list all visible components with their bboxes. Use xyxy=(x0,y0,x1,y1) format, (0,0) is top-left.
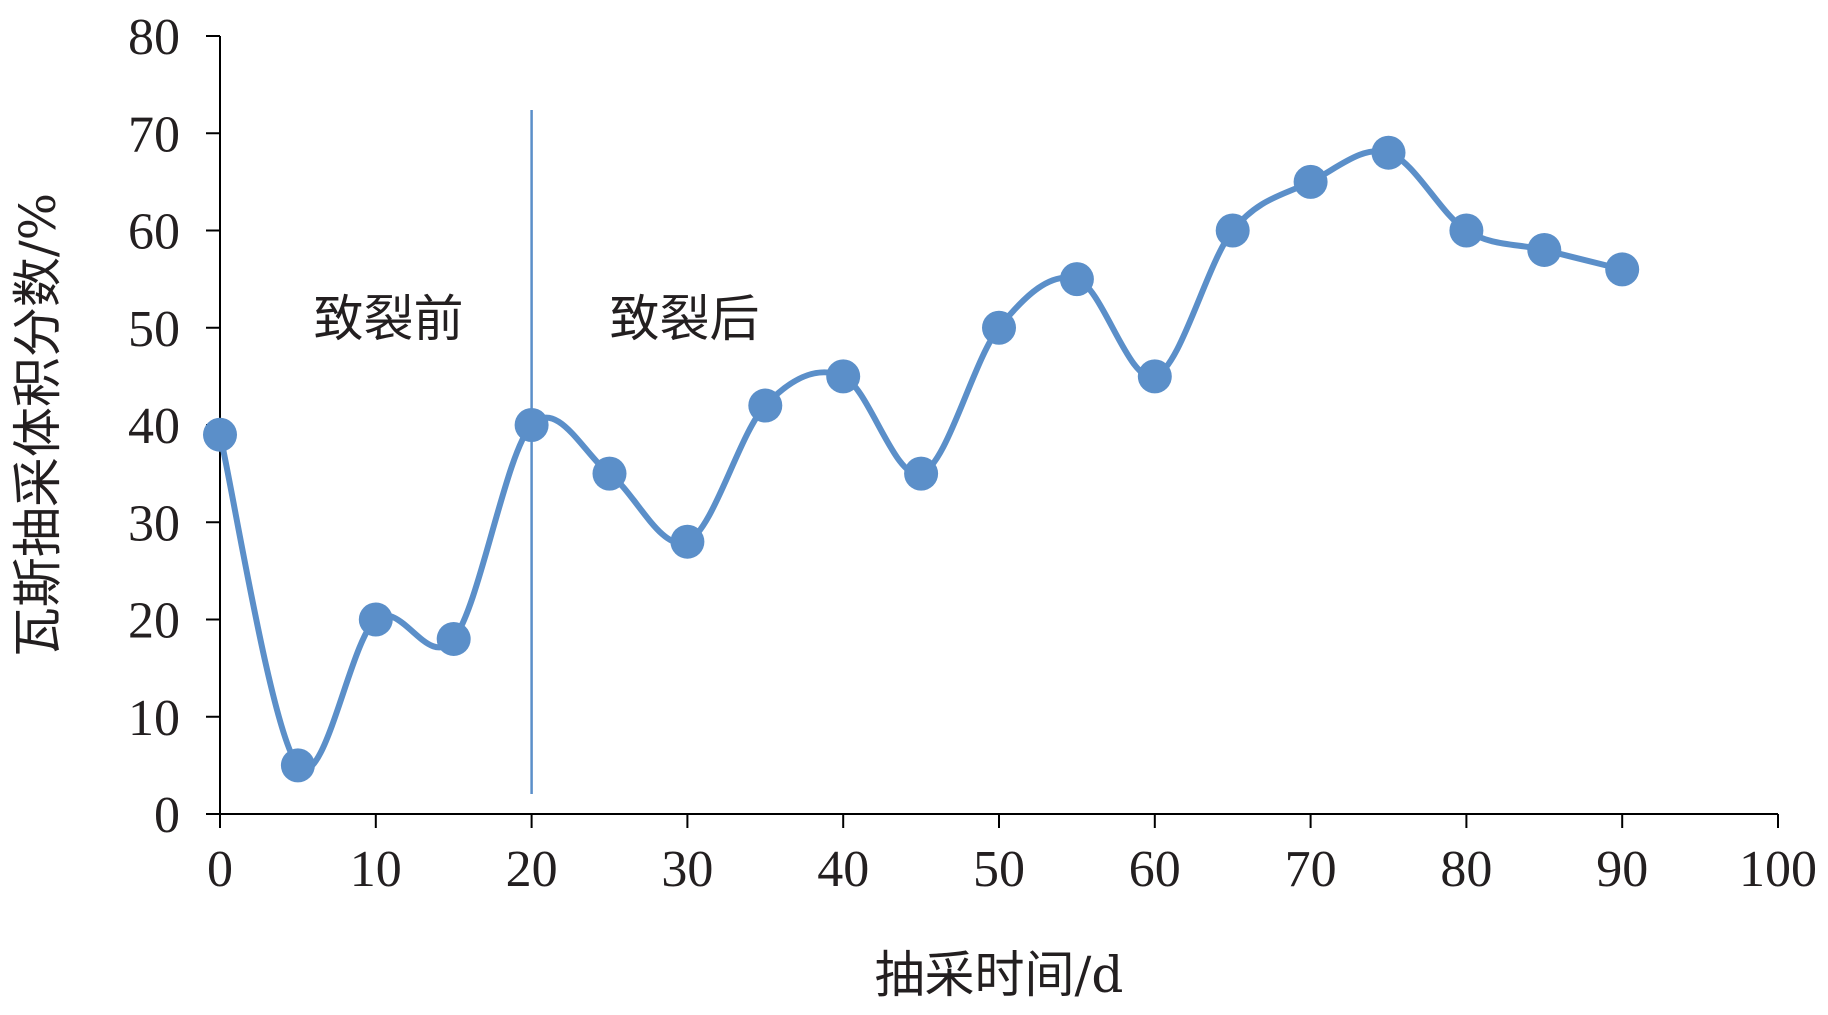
x-axis-title: 抽采时间/d xyxy=(875,946,1124,1004)
y-tick-label: 80 xyxy=(128,9,180,66)
x-tick-label: 30 xyxy=(661,841,713,898)
data-point xyxy=(1059,262,1094,297)
y-tick-label: 40 xyxy=(128,398,180,455)
data-point xyxy=(904,456,939,491)
x-tick-label: 70 xyxy=(1285,841,1337,898)
data-point xyxy=(1449,213,1484,248)
text-layer: 0 10 20 30 40 50 60 70 80 90 100 0 10 20 30 40 50 60 70 80 抽… xyxy=(9,9,1817,1004)
y-tick-label: 60 xyxy=(128,204,180,261)
x-tick-label: 0 xyxy=(207,841,233,898)
x-tick-label: 100 xyxy=(1739,841,1817,898)
x-tick-label: 50 xyxy=(973,841,1025,898)
y-tick-label: 50 xyxy=(128,301,180,358)
data-point xyxy=(1605,252,1640,287)
x-tick-label: 90 xyxy=(1596,841,1648,898)
x-tick-label: 60 xyxy=(1129,841,1181,898)
data-point xyxy=(280,748,315,783)
series-layer xyxy=(203,135,1640,783)
data-point xyxy=(982,310,1016,345)
data-point xyxy=(1137,359,1172,394)
x-tick-label: 20 xyxy=(506,841,558,898)
annotation-label: 致裂后 xyxy=(610,290,760,348)
data-point xyxy=(826,359,861,394)
data-point xyxy=(203,417,237,452)
y-tick-label: 30 xyxy=(128,495,180,552)
data-point xyxy=(748,388,783,423)
x-tick-label: 80 xyxy=(1440,841,1492,898)
y-tick-label: 20 xyxy=(128,593,180,650)
y-tick-label: 0 xyxy=(154,787,180,844)
x-tick-label: 40 xyxy=(817,841,869,898)
data-point xyxy=(436,621,471,656)
data-point xyxy=(592,456,627,491)
axes xyxy=(206,35,1779,828)
data-point xyxy=(670,524,705,559)
annotation-label: 致裂前 xyxy=(313,290,463,348)
x-tick-label: 10 xyxy=(350,841,402,898)
data-point xyxy=(514,408,549,442)
data-point xyxy=(1371,135,1406,170)
y-tick-label: 70 xyxy=(128,106,180,163)
y-tick-label: 10 xyxy=(128,690,180,747)
data-point xyxy=(1293,164,1328,199)
data-point xyxy=(1215,213,1250,248)
data-point xyxy=(1527,232,1562,267)
y-axis-title: 瓦斯抽采体积分数/% xyxy=(9,193,67,657)
series-line xyxy=(217,148,1626,773)
data-point xyxy=(358,602,393,637)
